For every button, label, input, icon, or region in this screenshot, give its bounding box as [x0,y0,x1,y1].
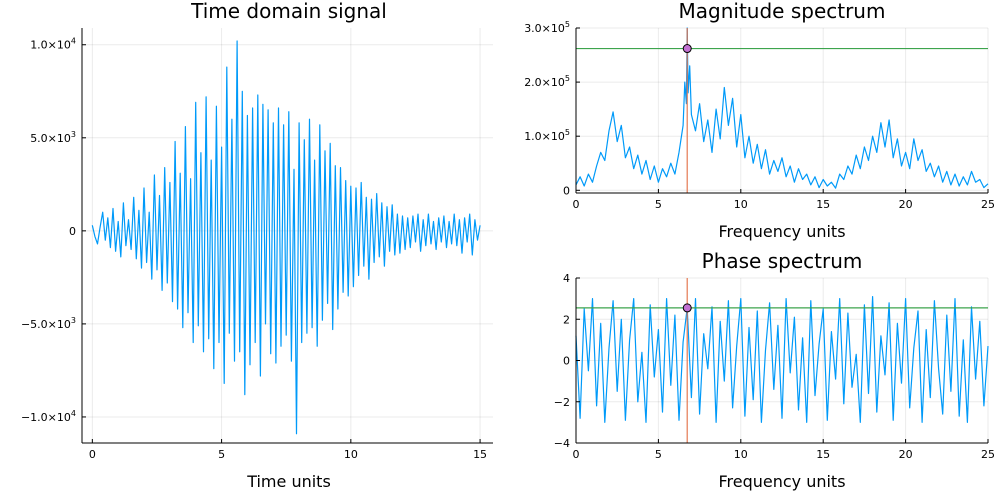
phase-x-tick-label: 10 [734,448,748,461]
mag-y-tick-label: 3.0×105 [524,20,570,35]
phase-peak-marker [682,303,692,313]
mag-x-tick-label: 25 [981,198,995,211]
mag-x-tick-label: 20 [899,198,913,211]
phase-y-tick-label: 0 [563,355,570,368]
phase-x-tick-label: 15 [816,448,830,461]
phase-spectrum-panel: 0 5 10 15 20 25 −4 −2 0 2 4 Phase spectrum Freque… [554,249,995,491]
mag-x-tick-label: 5 [655,198,662,211]
time-x-ticks: 0 5 10 15 [89,439,487,461]
phase-x-tick-label: 0 [573,448,580,461]
phase-x-tick-label: 20 [899,448,913,461]
time-x-tick-label: 15 [473,448,487,461]
phase-x-tick-label: 25 [981,448,995,461]
mag-y-tick-label: 2.0×105 [524,74,570,89]
magnitude-xlabel: Frequency units [718,222,845,241]
time-y-tick-label: 1.0×104 [30,37,76,52]
mag-y-tick-label: 1.0×105 [524,128,570,143]
phase-reference-lines [576,278,988,443]
time-y-tick-label: −5.0×103 [21,316,76,331]
magnitude-reference-lines [576,28,988,193]
time-domain-panel: 0 5 10 15 −1.0×104 −5.0×103 0 5.0×103 1.0×104 T… [21,0,493,491]
phase-x-tick-label: 5 [655,448,662,461]
phase-y-tick-label: 2 [563,313,570,326]
magnitude-signal-line [575,27,989,189]
time-signal-line [91,40,481,435]
mag-x-tick-label: 0 [573,198,580,211]
magnitude-x-ticks: 0 5 10 15 20 25 [573,189,995,211]
phase-xlabel: Frequency units [718,472,845,491]
time-xlabel: Time units [246,472,331,491]
time-x-tick-label: 5 [218,448,225,461]
time-x-tick-label: 0 [89,448,96,461]
magnitude-title: Magnitude spectrum [679,0,886,23]
mag-x-tick-label: 15 [816,198,830,211]
phase-y-tick-label: 4 [563,272,570,285]
time-y-tick-label: −1.0×104 [21,409,76,424]
time-y-tick-label: 0 [69,225,76,238]
phase-title: Phase spectrum [702,249,863,273]
phase-signal-line [575,296,989,423]
time-y-tick-label: 5.0×103 [30,130,76,145]
time-x-tick-label: 10 [344,448,358,461]
phase-y-ticks: −4 −2 0 2 4 [554,272,580,450]
magnitude-y-ticks: 0 1.0×105 2.0×105 3.0×105 [524,20,580,197]
time-axes [81,28,493,444]
mag-x-tick-label: 10 [734,198,748,211]
magnitude-axes [575,28,988,194]
magnitude-spectrum-panel: 0 5 10 15 20 25 0 1.0×105 2.0×105 3.0×105 Magnit… [524,0,995,241]
phase-x-ticks: 0 5 10 15 20 25 [573,439,995,461]
mag-y-tick-label: 0 [563,184,570,197]
time-title: Time domain signal [190,0,387,23]
phase-y-tick-label: −2 [554,396,570,409]
time-y-ticks: −1.0×104 −5.0×103 0 5.0×103 1.0×104 [21,37,86,424]
mag-peak-marker [682,44,692,54]
phase-y-tick-label: −4 [554,437,570,450]
